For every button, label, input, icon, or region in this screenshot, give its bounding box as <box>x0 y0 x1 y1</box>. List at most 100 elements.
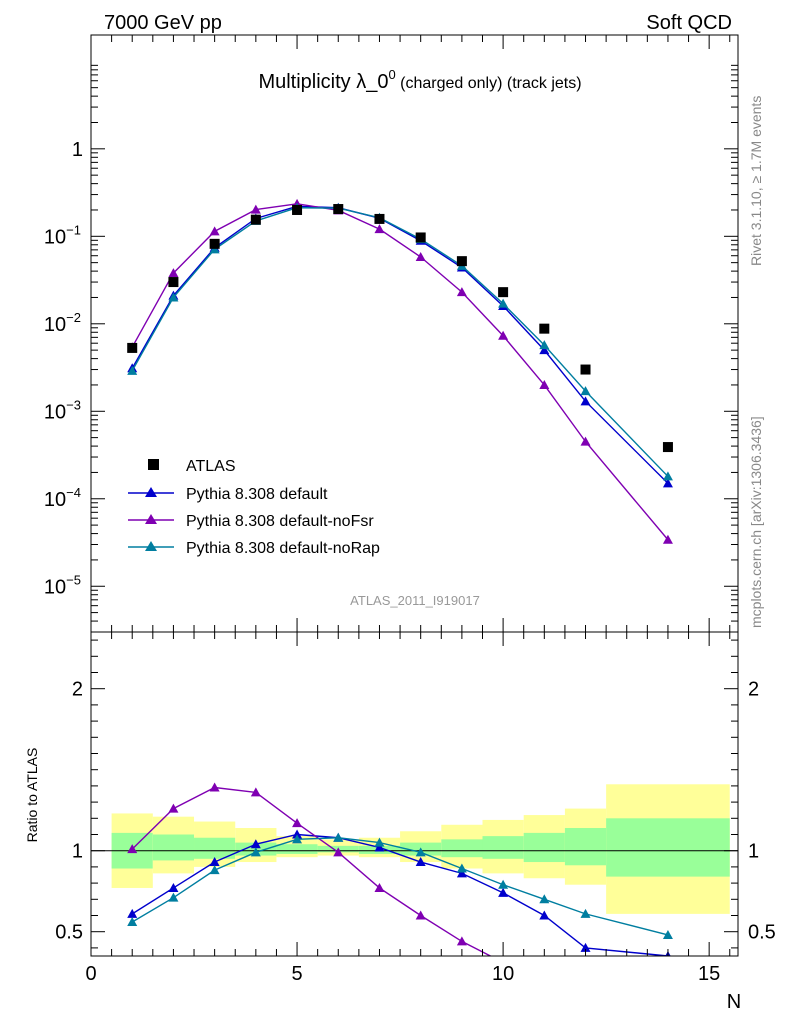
main-ticks: 1 10−1 10−2 10−3 10−4 10−5 <box>44 34 738 633</box>
ratio-point-0 <box>539 910 550 920</box>
ratio-y-tick-label-right: 2 <box>748 679 759 701</box>
chart-title-main: Multiplicity λ_0 <box>258 71 388 93</box>
ratio-marks <box>127 782 673 1003</box>
ratio-point-1 <box>415 910 426 920</box>
ratio-point-2 <box>250 847 261 857</box>
ratio-point-0 <box>209 857 220 867</box>
atlas-point <box>292 204 303 215</box>
x-tick-label: 5 <box>291 963 302 985</box>
legend-marker-norap <box>145 541 157 551</box>
atlas-point <box>374 213 385 224</box>
ratio-point-2 <box>292 834 303 844</box>
main-y-tick-label: 10−4 <box>44 485 81 511</box>
ratio-band-green <box>606 818 730 877</box>
ratio-point-1 <box>292 818 303 828</box>
atlas-point <box>539 323 550 334</box>
main-y-tick-label: 10−1 <box>44 222 81 248</box>
ratio-band-green <box>194 837 236 859</box>
atlas-point <box>209 238 220 249</box>
ratio-point-0 <box>168 882 179 892</box>
series-point-1 <box>374 224 385 234</box>
x-tick-label: 15 <box>698 963 720 985</box>
series-point-0 <box>580 396 591 406</box>
ratio-y-tick-label-right: 0.5 <box>748 922 776 944</box>
header-right: Soft QCD <box>646 12 732 34</box>
atlas-point <box>127 342 138 353</box>
mcplots-label: mcplots.cern.ch [arXiv:1306.3436] <box>748 416 764 628</box>
chart-title: Multiplicity λ_00 (charged only) (track … <box>258 67 581 93</box>
series-point-1 <box>662 534 673 544</box>
series-point-2 <box>168 292 179 302</box>
series-point-1 <box>498 330 509 340</box>
main-y-tick-label: 1 <box>72 139 83 161</box>
ratio-point-2 <box>127 916 138 926</box>
legend-label-norap: Pythia 8.308 default-noRap <box>186 540 380 557</box>
legend-label-nofsr: Pythia 8.308 default-noFsr <box>186 513 374 530</box>
main-y-tick-label: 10−3 <box>44 397 81 423</box>
ratio-band-green <box>441 839 483 858</box>
series-point-2 <box>662 471 673 481</box>
atlas-point <box>168 277 179 288</box>
series-point-2 <box>127 365 138 375</box>
series-point-1 <box>456 287 467 297</box>
atlas-point <box>333 204 344 215</box>
atlas-point <box>415 232 426 243</box>
ratio-point-1 <box>539 970 549 979</box>
x-tick-label: 10 <box>492 963 514 985</box>
ratio-point-0 <box>250 839 261 849</box>
ratio-point-1 <box>250 787 261 797</box>
series-point-1 <box>580 436 591 446</box>
atlas-point <box>580 364 591 375</box>
ratio-point-2 <box>415 847 426 857</box>
series-point-1 <box>250 204 261 214</box>
legend-label-default: Pythia 8.308 default <box>186 486 328 503</box>
ratio-point-0 <box>580 942 591 952</box>
header-left: 7000 GeV pp <box>104 12 222 34</box>
legend-label-atlas: ATLAS <box>186 458 236 475</box>
series-point-2 <box>580 386 591 396</box>
series-point-2 <box>539 340 550 350</box>
ratio-point-1 <box>581 983 591 992</box>
main-marks <box>127 198 673 544</box>
series-point-1 <box>168 268 179 278</box>
rivet-label: Rivet 3.1.10, ≥ 1.7M events <box>748 96 764 266</box>
ratio-point-0 <box>127 908 138 918</box>
x-tick-labels: 0 5 10 15 <box>85 963 720 985</box>
series-point-1 <box>209 226 220 236</box>
series-point-1 <box>415 252 426 262</box>
series-point-0 <box>662 478 673 488</box>
ratio-y-tick-label: 1 <box>72 841 83 863</box>
ratio-panel: 0.5 0.5 1 1 2 2 Ratio to ATLAS <box>24 631 776 1003</box>
atlas-point <box>250 214 261 225</box>
ratio-point-2 <box>539 894 550 904</box>
ratio-point-1 <box>333 847 344 857</box>
ratio-band-green <box>523 832 565 863</box>
main-y-tick-label: 10−2 <box>44 310 81 336</box>
ratio-point-1 <box>168 803 179 813</box>
chart-title-small: (charged only) (track jets) <box>396 75 582 92</box>
atlas-point <box>498 287 509 298</box>
ratio-bands <box>111 784 730 914</box>
ratio-band-green <box>482 836 524 859</box>
analysis-label: ATLAS_2011_I919017 <box>350 593 480 608</box>
ratio-point-0 <box>456 868 467 878</box>
ratio-point-2 <box>498 879 509 889</box>
legend: ATLAS Pythia 8.308 default Pythia 8.308 … <box>128 458 380 557</box>
ratio-point-1 <box>127 844 138 854</box>
ratio-band-green <box>276 844 318 854</box>
ratio-point-2 <box>209 865 220 875</box>
ratio-point-1 <box>663 994 673 1003</box>
ratio-point-0 <box>374 842 385 852</box>
ratio-point-2 <box>662 929 673 939</box>
ratio-point-2 <box>333 832 344 842</box>
ratio-point-1 <box>209 782 220 792</box>
x-tick-label: 0 <box>85 963 96 985</box>
ratio-y-tick-label-right: 1 <box>748 841 759 863</box>
ratio-point-0 <box>415 857 426 867</box>
series-point-0 <box>539 345 550 355</box>
ratio-point-2 <box>456 863 467 873</box>
ratio-band-green <box>152 834 195 861</box>
ratio-point-0 <box>292 829 303 839</box>
ratio-point-1 <box>374 882 385 892</box>
